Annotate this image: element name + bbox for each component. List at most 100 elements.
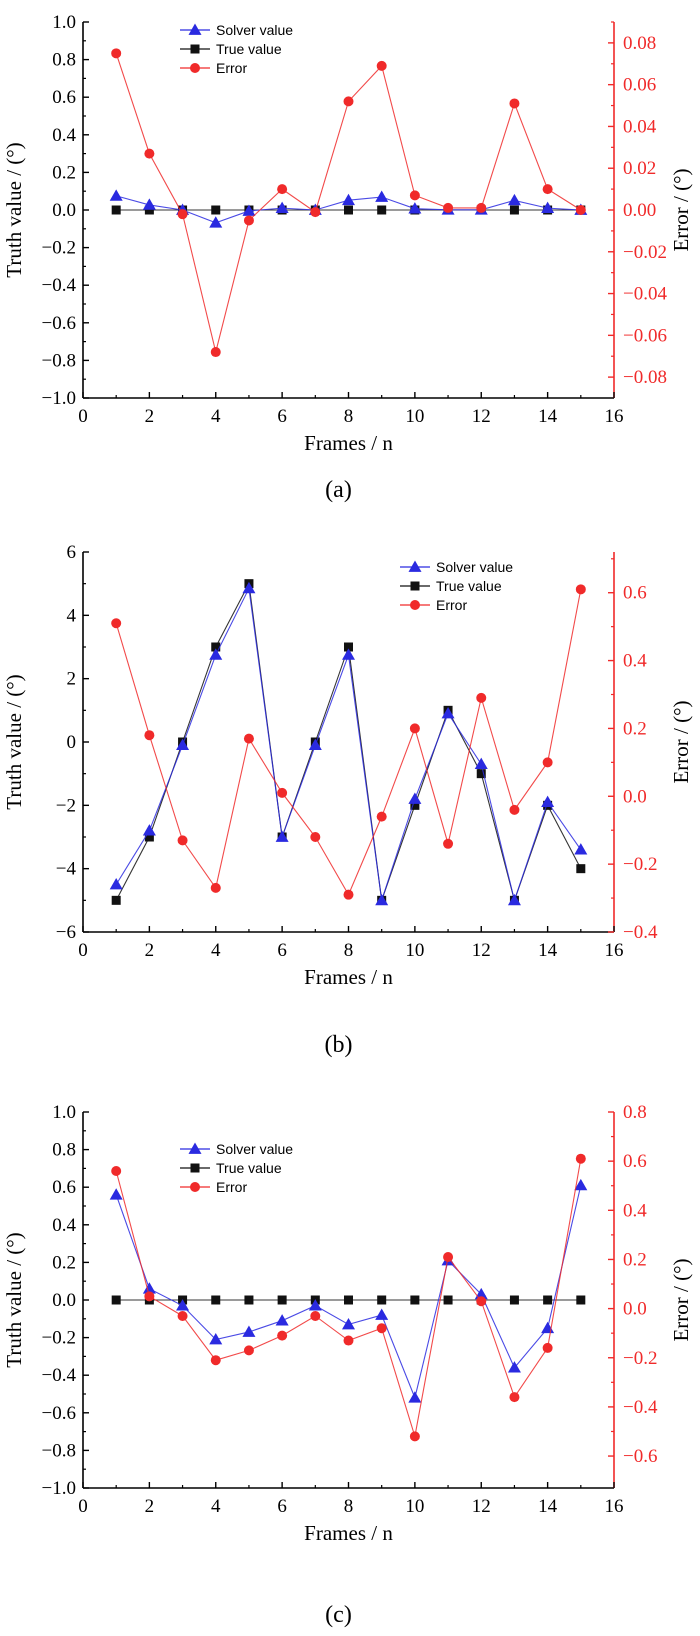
y-tick-label: 6 [67, 542, 77, 563]
x-tick-label: 10 [405, 406, 424, 427]
y-tick-label: 2 [67, 669, 77, 690]
y-axis-title: Truth value / (°) [2, 674, 26, 809]
data-point-solver-value [176, 1299, 190, 1311]
legend-marker-error [190, 63, 200, 73]
data-point-true-value [344, 1295, 353, 1305]
data-point-solver-value [342, 648, 355, 660]
y-tick-label: −1.0 [42, 388, 76, 409]
y2-tick-label: 0.06 [623, 75, 656, 96]
y-tick-label: −0.4 [42, 1365, 77, 1386]
series-error [111, 584, 586, 900]
y2-tick-label: −0.06 [623, 325, 667, 346]
y-tick-label: −0.6 [42, 313, 76, 334]
y-axis-title: Truth value / (°) [2, 142, 26, 277]
data-point-solver-value [209, 1332, 223, 1345]
data-point-error [443, 838, 454, 849]
data-point-solver-value [109, 1188, 123, 1200]
data-point-solver-value [408, 202, 422, 214]
data-point-true-value [377, 1295, 387, 1305]
x-tick-label: 2 [145, 406, 155, 427]
y2-axis-title: Error / (°) [669, 1258, 693, 1341]
data-point-solver-value [242, 204, 256, 216]
data-point-error [343, 96, 354, 107]
data-point-error [277, 1330, 288, 1341]
data-point-error [542, 757, 553, 768]
y2-tick-label: 0.08 [623, 33, 656, 54]
y2-tick-label: 0.8 [623, 1102, 647, 1123]
y-tick-label: 0.2 [52, 1252, 76, 1273]
data-point-true-value [509, 1295, 519, 1305]
data-point-true-value [344, 205, 353, 215]
data-point-error [111, 48, 122, 59]
legend-label-true-value: True value [216, 41, 282, 57]
data-point-solver-value [308, 1299, 322, 1311]
data-point-error [476, 202, 487, 213]
data-point-solver-value [209, 648, 223, 660]
chart-panel-c: 0 2 4 6 8 10 12 14 16 −1.0 −0.8 −0.6 −0.4 −0.2 0.0 0.2 0… [2, 1102, 693, 1628]
x-tick-label: 10 [405, 940, 424, 961]
data-point-solver-value [375, 893, 389, 906]
x-tick-label: 6 [277, 406, 287, 427]
series-line-solver-value [115, 1185, 582, 1400]
y2-tick-label: 0.04 [623, 116, 657, 137]
legend-marker-true-value [190, 44, 200, 54]
data-point-solver-value [541, 201, 555, 213]
y-tick-label: 0.6 [52, 1177, 76, 1198]
y2-tick-label: 0.0 [623, 1299, 647, 1320]
data-point-solver-value [142, 824, 156, 836]
data-point-error [476, 1296, 487, 1307]
legend-label-error: Error [216, 60, 247, 76]
data-point-error [310, 207, 321, 218]
y2-tick-label: −0.04 [623, 284, 667, 305]
y-tick-label: 0.8 [52, 1140, 76, 1161]
data-point-error [476, 692, 487, 703]
x-tick-label: 8 [344, 406, 354, 427]
panel-label: (c) [325, 1602, 352, 1628]
data-point-error [111, 618, 122, 629]
x-tick-label: 0 [78, 940, 88, 961]
x-tick-label: 8 [344, 1496, 354, 1517]
data-point-true-value [344, 642, 353, 652]
y2-tick-label: −0.08 [623, 367, 667, 388]
chart-panel-b: 0 2 4 6 8 10 12 14 16 −6 −4 −2 0 2 4 6 −0.4 −0.2 0.0 0.2 0.4… [2, 542, 693, 1058]
y2-tick-label: −0.2 [623, 1348, 657, 1369]
data-point-error [575, 1153, 586, 1164]
data-point-error [243, 215, 254, 226]
data-point-solver-value [242, 581, 256, 594]
data-point-true-value [410, 800, 420, 810]
y-tick-label: 1.0 [52, 12, 76, 33]
legend-label-solver-value: Solver value [216, 1141, 293, 1157]
data-point-error [376, 1323, 387, 1334]
data-point-true-value [476, 769, 486, 779]
data-point-error [409, 190, 420, 201]
data-point-error [210, 1355, 221, 1366]
legend-marker-error [190, 1182, 200, 1192]
y-tick-label: 0.4 [52, 125, 76, 146]
y-tick-label: 0.2 [52, 162, 76, 183]
y-tick-label: −6 [56, 922, 76, 943]
x-tick-label: 4 [211, 406, 221, 427]
legend-label-solver-value: Solver value [216, 22, 293, 38]
data-point-true-value [576, 864, 586, 874]
data-point-error [376, 60, 387, 71]
y-tick-label: −0.8 [42, 1440, 76, 1461]
data-point-error [509, 804, 520, 815]
data-point-solver-value [408, 1391, 422, 1403]
series-solver-value [109, 1178, 588, 1403]
y-tick-label: −4 [56, 859, 77, 880]
legend-label-error: Error [436, 597, 467, 613]
data-point-error [177, 1310, 188, 1321]
data-point-error [177, 835, 188, 846]
x-tick-label: 0 [78, 1496, 88, 1517]
data-point-true-value [111, 1295, 121, 1305]
x-axis-title: Frames / n [304, 1521, 393, 1545]
y-tick-label: 0.6 [52, 87, 76, 108]
data-point-solver-value [275, 1314, 289, 1326]
data-point-error [509, 98, 520, 109]
y-axis-title: Truth value / (°) [2, 1232, 26, 1367]
data-point-solver-value [308, 738, 322, 751]
data-point-solver-value [375, 190, 389, 202]
y2-tick-label: 0.6 [623, 583, 647, 604]
x-axis-title: Frames / n [304, 965, 393, 989]
